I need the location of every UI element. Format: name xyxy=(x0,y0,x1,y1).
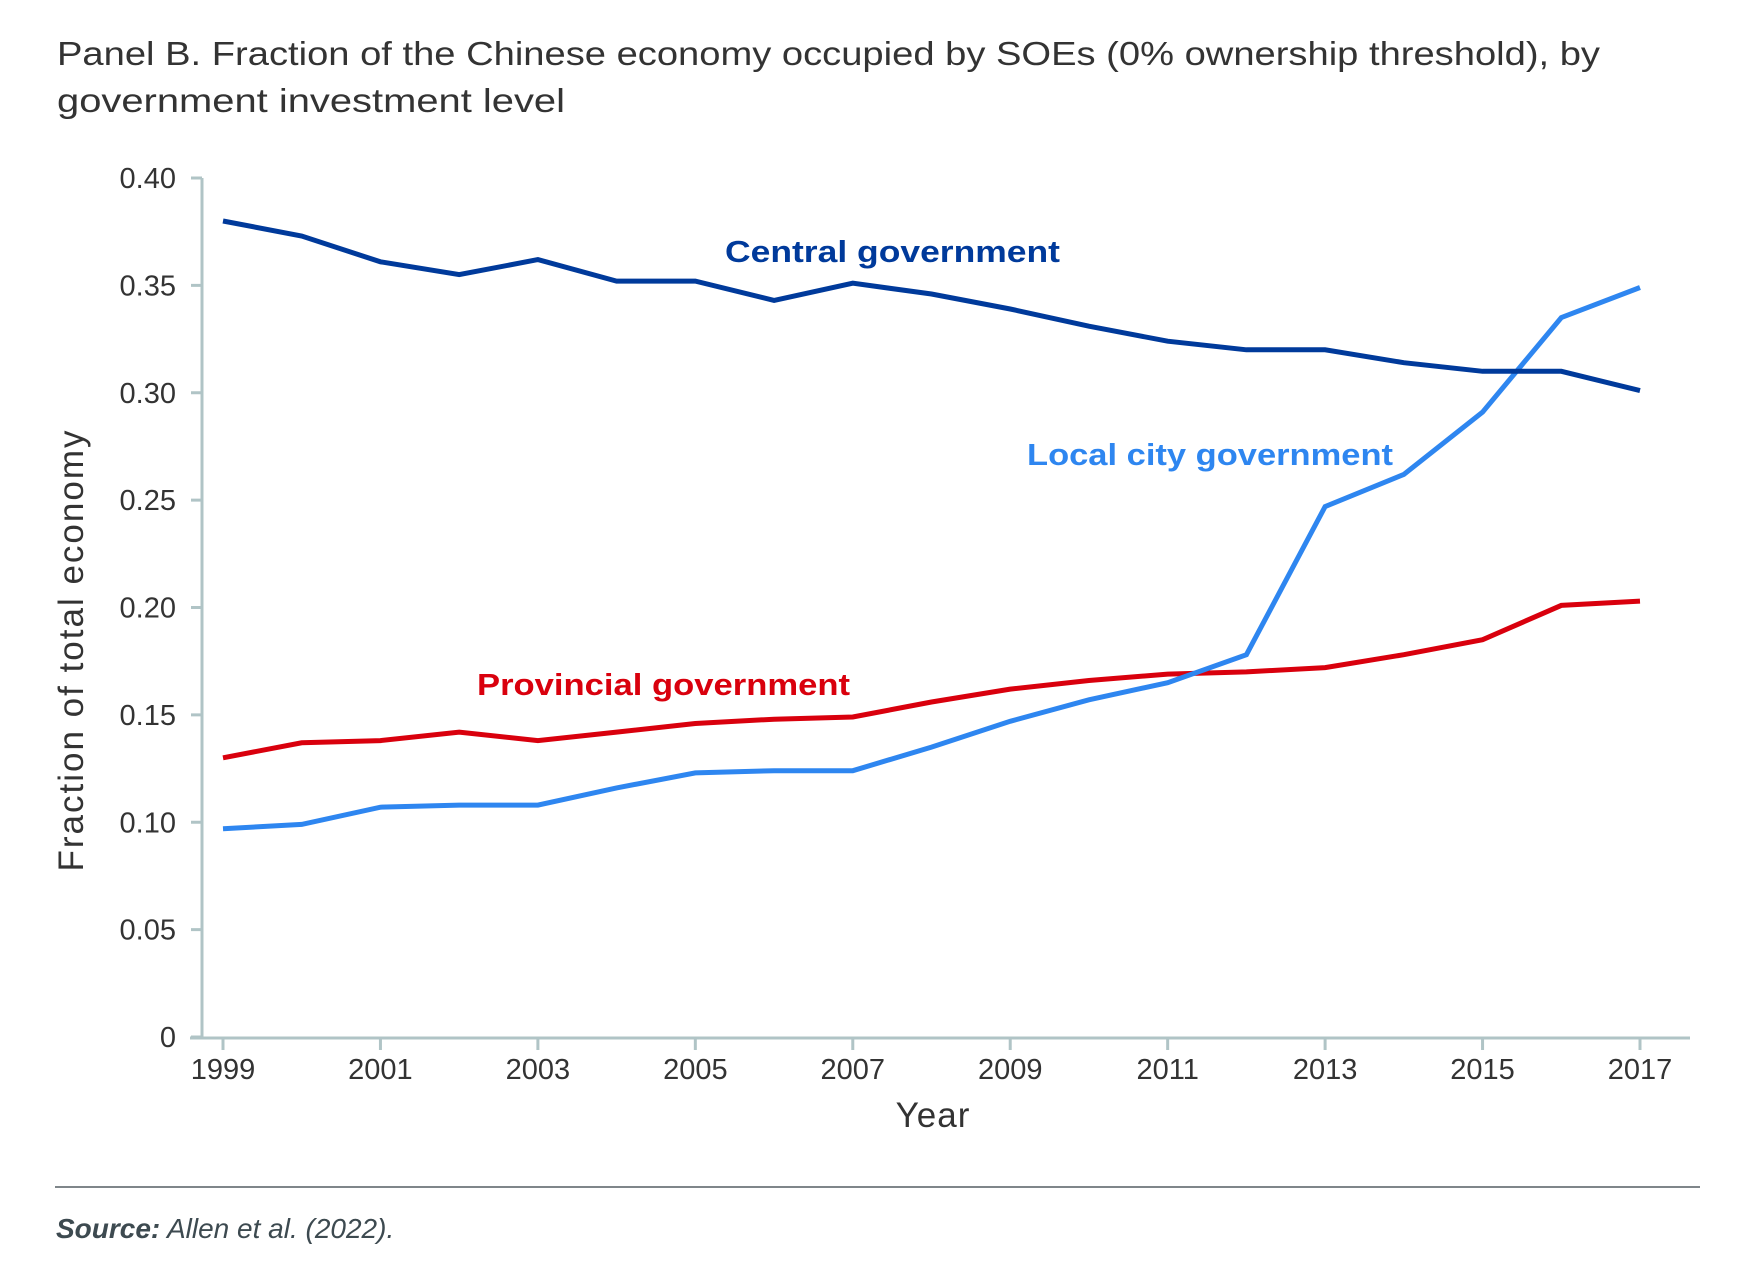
series-label-local: Local city government xyxy=(1027,437,1393,472)
y-tick-label: 0 xyxy=(160,1022,176,1054)
chart-title-line-2: government investment level xyxy=(57,82,565,119)
y-tick-label: 0.10 xyxy=(120,807,176,839)
chart-title: Panel B. Fraction of the Chinese economy… xyxy=(57,35,1601,119)
x-axis-title: Year xyxy=(896,1096,971,1135)
source-text: Allen et al. (2022). xyxy=(160,1213,394,1244)
x-tick-label: 2009 xyxy=(978,1054,1043,1086)
series-line-provincial xyxy=(223,601,1640,758)
x-tick-label: 2001 xyxy=(348,1054,413,1086)
source-label: Source: xyxy=(56,1213,160,1244)
x-tick-label: 2011 xyxy=(1136,1054,1198,1086)
x-tick-label: 2015 xyxy=(1450,1054,1515,1086)
x-ticks: 1999 2001 2003 2005 2007 2009 2011 2013 2015 2017 xyxy=(191,1038,1673,1086)
x-tick-label: 2007 xyxy=(821,1054,886,1086)
x-tick-label: 2003 xyxy=(506,1054,571,1086)
y-tick-label: 0.35 xyxy=(120,270,176,302)
y-axis-title: Fraction of total economy xyxy=(52,429,91,872)
y-tick-label: 0.25 xyxy=(120,485,176,517)
y-tick-label: 0.15 xyxy=(120,700,176,732)
x-tick-label: 2013 xyxy=(1293,1054,1358,1086)
series-label-central: Central government xyxy=(725,234,1060,269)
y-tick-label: 0.20 xyxy=(120,593,176,625)
series-label-provincial: Provincial government xyxy=(477,667,850,702)
y-tick-label: 0.05 xyxy=(120,915,176,947)
axes: 0 0.05 0.10 0.15 0.20 0.25 0.30 0.35 0.40 1999 20… xyxy=(120,163,1690,1086)
series-lines xyxy=(223,221,1640,829)
source-note: Source: Allen et al. (2022). xyxy=(56,1213,394,1244)
y-tick-label: 0.30 xyxy=(120,378,176,410)
y-ticks: 0 0.05 0.10 0.15 0.20 0.25 0.30 0.35 0.40 xyxy=(120,163,202,1054)
chart-title-line-1: Panel B. Fraction of the Chinese economy… xyxy=(57,35,1601,72)
x-tick-label: 2017 xyxy=(1608,1054,1673,1086)
x-tick-label: 1999 xyxy=(191,1054,256,1086)
x-tick-label: 2005 xyxy=(663,1054,728,1086)
series-line-local xyxy=(223,288,1640,829)
y-tick-label: 0.40 xyxy=(120,163,176,195)
